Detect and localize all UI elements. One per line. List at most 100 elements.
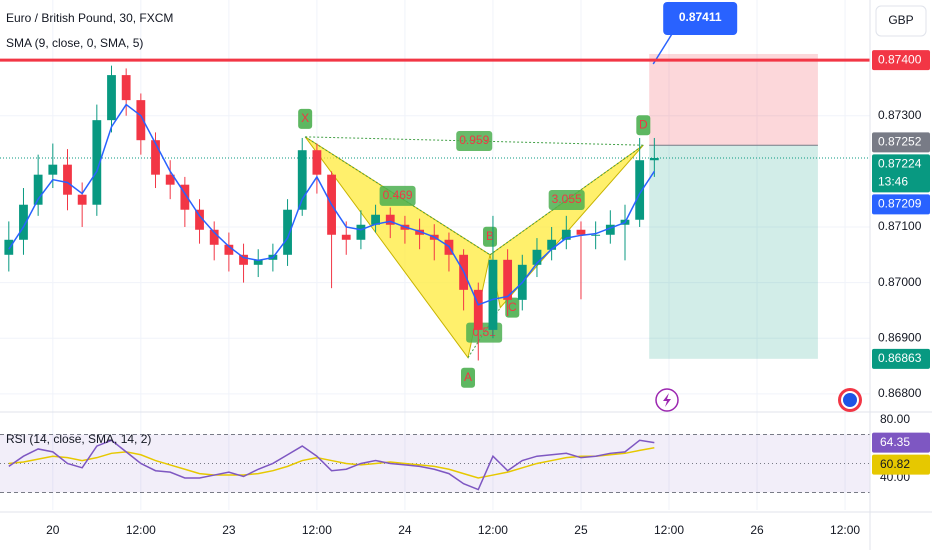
candle-body — [33, 174, 43, 205]
candle-body — [107, 75, 116, 121]
chart-title: Euro / British Pound, 30, FXCM — [6, 11, 173, 25]
callout-label: 0.87411 — [679, 10, 722, 24]
price-label-box — [872, 132, 930, 153]
point-label: D — [639, 117, 648, 131]
candle-body — [473, 289, 483, 330]
candle-body — [635, 160, 645, 220]
point-label: B — [486, 229, 494, 243]
candle-body — [503, 259, 513, 300]
price-label: 0.87400 — [878, 52, 922, 66]
rsi-ma-value-label: 60.82 — [880, 457, 910, 471]
y-tick-label: 0.86800 — [878, 386, 922, 400]
price-label-box — [872, 154, 930, 193]
ratio-label: 0.959 — [459, 133, 489, 147]
candle-body — [239, 254, 248, 265]
candle-body — [649, 157, 659, 161]
rsi-label: RSI (14, close, SMA, 14, 2) — [6, 432, 151, 446]
candle-body — [77, 194, 87, 205]
point-box — [461, 367, 476, 388]
ratio-box — [548, 189, 585, 210]
price-label: 0.86863 — [878, 351, 922, 365]
candle-body — [283, 209, 292, 255]
candle-body — [136, 100, 146, 141]
candle-body — [312, 150, 322, 175]
sma-line — [8, 103, 655, 306]
candle-body — [488, 259, 498, 330]
candle-body — [121, 75, 131, 101]
x-tick-label: 23 — [222, 523, 236, 537]
point-box — [483, 226, 498, 247]
point-box — [505, 297, 520, 318]
candle-body — [356, 224, 366, 240]
x-tick-label: 25 — [574, 523, 588, 537]
price-label-box — [872, 194, 930, 215]
x-tick-label: 26 — [750, 523, 764, 537]
x-tick-label: 12:00 — [654, 523, 684, 537]
x-tick-label: 24 — [398, 523, 412, 537]
candle-body — [297, 150, 307, 210]
y-tick-label: 0.87300 — [878, 108, 922, 122]
candle-body — [341, 234, 351, 240]
candle-body — [547, 239, 557, 250]
price-label-box — [872, 348, 930, 369]
point-box — [636, 115, 651, 136]
indicator-label: SMA (9, close, 0, SMA, 5) — [6, 36, 143, 50]
point-label: C — [508, 300, 517, 314]
countdown: 13:46 — [878, 175, 908, 189]
rsi-ma-line — [8, 447, 655, 479]
price-label: 0.87209 — [878, 197, 922, 211]
candle-body — [415, 229, 424, 235]
candle-body — [253, 259, 263, 265]
stop-zone — [649, 53, 818, 146]
currency-button[interactable] — [875, 5, 927, 37]
candle-body — [532, 249, 542, 265]
alert-icon[interactable] — [655, 388, 679, 412]
ratio-line — [489, 144, 644, 256]
candle-body — [605, 224, 615, 235]
y-tick-label: 0.87100 — [878, 219, 922, 233]
candle-body — [561, 229, 571, 240]
rsi-value-box — [872, 432, 930, 453]
rsi-value-label: 64.35 — [880, 435, 910, 449]
candle-body — [371, 214, 380, 225]
ratio-box — [379, 185, 416, 206]
target-zone — [649, 145, 818, 359]
rsi-ma-value-box — [872, 454, 930, 475]
x-tick-label: 12:00 — [830, 523, 860, 537]
currency: GBP — [888, 13, 913, 27]
candle-body — [165, 174, 175, 185]
ratio-label: 3.055 — [552, 192, 582, 206]
flag-icon[interactable] — [838, 388, 862, 412]
ratio-label: 0.469 — [383, 188, 413, 202]
y-tick-label: 0.87000 — [878, 275, 922, 289]
candle-body — [180, 184, 190, 210]
point-label: A — [464, 370, 472, 384]
x-tick-label: 20 — [46, 523, 60, 537]
candle-body — [92, 120, 102, 205]
point-label: X — [301, 111, 309, 125]
callout-box — [663, 2, 738, 35]
price-label-box — [872, 50, 930, 71]
candle-body — [224, 244, 234, 255]
candle-body — [195, 209, 204, 230]
candle-body — [576, 229, 586, 235]
candle-body — [591, 234, 601, 236]
price-label: 0.87252 — [878, 135, 922, 149]
candle-body — [385, 214, 395, 225]
x-tick-label: 12:00 — [478, 523, 508, 537]
x-tick-label: 12:00 — [302, 523, 332, 537]
point-box — [298, 108, 313, 129]
x-tick-label: 12:00 — [126, 523, 156, 537]
candle-body — [4, 239, 14, 255]
candle-body — [19, 204, 28, 240]
candle-body — [209, 229, 219, 245]
candle-body — [151, 140, 160, 175]
candle-body — [63, 164, 72, 195]
rsi-tick-label: 80.00 — [880, 412, 910, 426]
rsi-line — [8, 439, 655, 491]
ratio-box — [456, 131, 493, 152]
price-label: 0.87224 — [878, 157, 922, 171]
y-tick-label: 0.86900 — [878, 330, 922, 344]
candle-body — [48, 164, 58, 175]
